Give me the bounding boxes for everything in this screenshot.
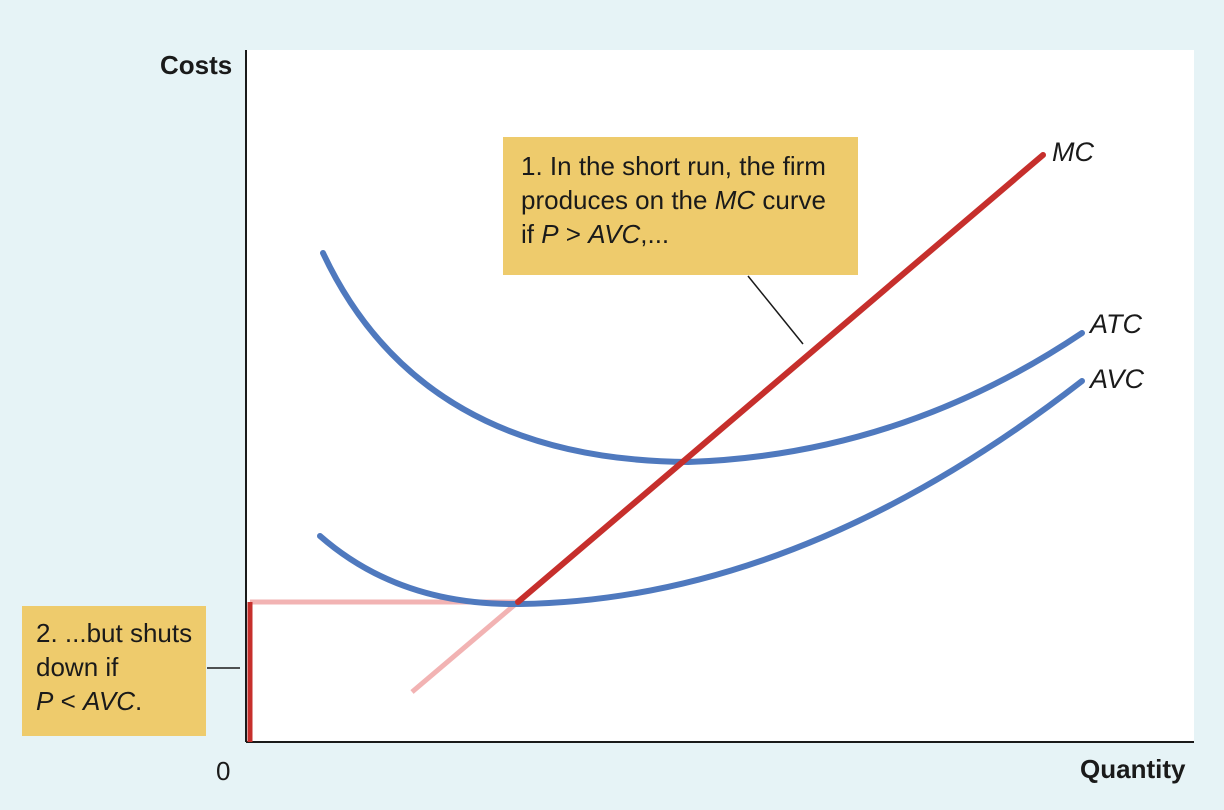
shutdown-note-line-2: down if	[36, 652, 119, 682]
x-axis-label: Quantity	[1080, 754, 1186, 784]
supply-note-callout: 1. In the short run, the firm produces o…	[503, 137, 858, 275]
y-axis-label: Costs	[160, 50, 233, 80]
shutdown-note-line-1: 2. ...but shuts	[36, 618, 193, 648]
mc-curve	[515, 152, 1046, 605]
atc-curve	[320, 250, 1085, 466]
supply-note-line-3: if P > AVC,...	[521, 219, 670, 249]
mc-curve-label: MC	[1052, 137, 1094, 167]
avc-curve	[317, 378, 1085, 608]
avc-curve-label: AVC	[1090, 364, 1145, 394]
supply-note-line-1: 1. In the short run, the firm	[521, 151, 826, 181]
shutdown-note-line-3: P < AVC.	[36, 686, 143, 716]
shutdown-note-callout: 2. ...but shuts down if P < AVC.	[22, 606, 206, 736]
supply-note-leader	[747, 275, 804, 345]
mc-curve-below-avc	[410, 600, 520, 694]
supply-note-line-2: produces on the MC curve	[521, 185, 826, 215]
origin-label: 0	[216, 756, 231, 786]
atc-curve-label: ATC	[1090, 309, 1142, 339]
